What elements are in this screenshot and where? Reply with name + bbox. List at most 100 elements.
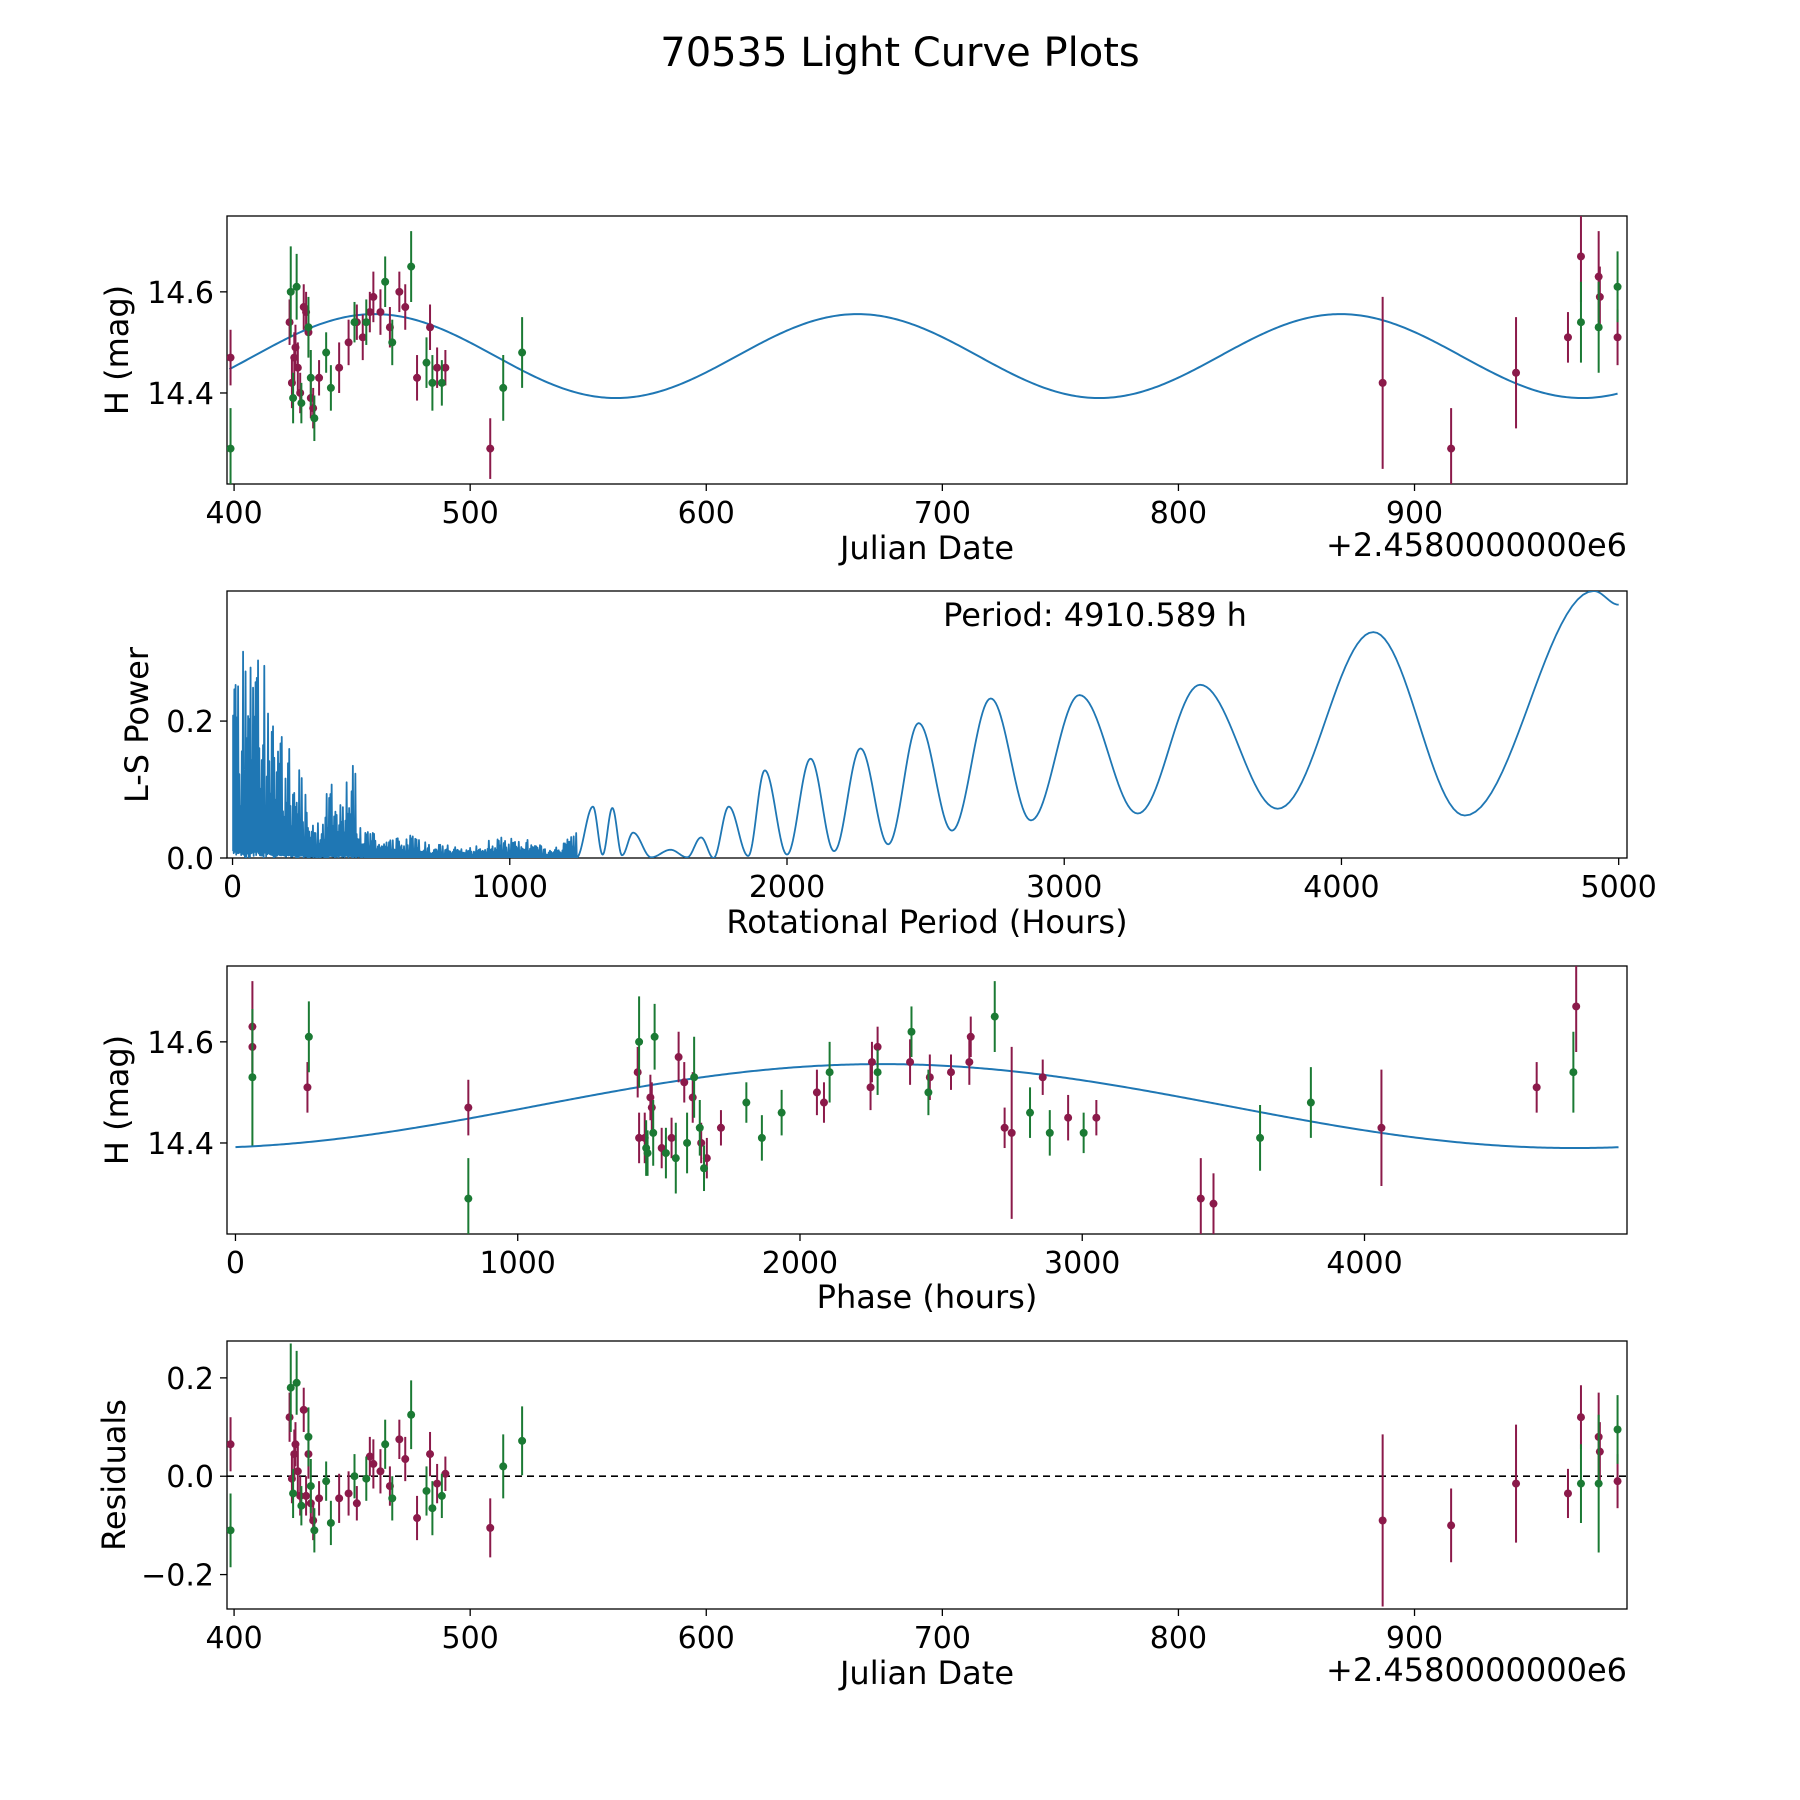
red-data-point bbox=[1447, 1521, 1456, 1530]
red-data-point bbox=[441, 363, 450, 372]
green-data-point bbox=[306, 1482, 315, 1491]
x-tick-label: 600 bbox=[678, 496, 735, 531]
red-data-point bbox=[395, 1435, 404, 1444]
x-tick-label: 700 bbox=[914, 496, 971, 531]
green-data-point bbox=[310, 414, 319, 423]
green-data-point bbox=[227, 444, 235, 453]
plot-frame bbox=[226, 215, 1628, 485]
green-data-point bbox=[990, 1012, 999, 1021]
green-data-point bbox=[683, 1138, 692, 1147]
x-axis-label: Julian Date bbox=[838, 529, 1014, 567]
green-data-point bbox=[661, 1149, 670, 1158]
red-data-point bbox=[966, 1032, 975, 1041]
x-tick-label: 3000 bbox=[1026, 870, 1102, 905]
ls-power-line bbox=[232, 591, 1619, 858]
panel-periodogram: 0 1000 2000 3000 4000 5000 0.0 0.2 Period: 4910… bbox=[118, 590, 1657, 941]
red-data-point bbox=[486, 444, 495, 453]
red-data-point bbox=[1092, 1113, 1101, 1122]
model-curve bbox=[235, 1063, 1619, 1150]
green-data-point bbox=[388, 338, 397, 347]
red-data-point bbox=[819, 1098, 828, 1107]
green-data-point bbox=[690, 1073, 699, 1082]
y-tick-label: 14.4 bbox=[147, 1127, 214, 1162]
green-data-point bbox=[310, 1526, 319, 1535]
red-data-point bbox=[303, 1083, 312, 1092]
x-axis-label: Phase (hours) bbox=[817, 1278, 1038, 1316]
green-data-point bbox=[322, 1477, 331, 1486]
red-data-point bbox=[873, 1042, 882, 1051]
y-axis-label: H (mag) bbox=[98, 1035, 136, 1165]
red-data-point bbox=[633, 1068, 642, 1077]
red-data-point bbox=[867, 1058, 876, 1067]
x-tick-label: 800 bbox=[1150, 1621, 1207, 1656]
green-data-point bbox=[297, 399, 306, 408]
red-data-point bbox=[376, 1467, 385, 1476]
red-data-point bbox=[302, 1491, 311, 1500]
red-data-point bbox=[315, 373, 324, 382]
green-data-point bbox=[292, 282, 301, 291]
data-layer bbox=[235, 966, 1619, 1234]
green-data-point bbox=[649, 1128, 658, 1137]
red-data-point bbox=[1064, 1113, 1073, 1122]
red-data-point bbox=[1595, 292, 1604, 301]
x-offset-label: +2.4580000000e6 bbox=[1326, 1651, 1627, 1689]
green-data-point bbox=[700, 1164, 709, 1173]
red-data-point bbox=[1595, 1447, 1604, 1456]
data-layer bbox=[227, 216, 1622, 484]
y-tick-label: 14.4 bbox=[147, 377, 214, 412]
green-data-point bbox=[326, 383, 335, 392]
green-data-point bbox=[407, 262, 416, 271]
plot-frame bbox=[226, 590, 1628, 859]
green-data-point bbox=[1569, 1068, 1578, 1077]
green-data-point bbox=[437, 1491, 446, 1500]
y-tick-label: 14.6 bbox=[147, 1026, 214, 1061]
green-data-point bbox=[825, 1068, 834, 1077]
red-data-point bbox=[1613, 333, 1622, 342]
red-data-point bbox=[1377, 1123, 1386, 1132]
red-data-point bbox=[365, 308, 374, 317]
x-tick-label: 5000 bbox=[1581, 870, 1657, 905]
red-data-point bbox=[716, 1123, 725, 1132]
green-data-point bbox=[407, 1410, 416, 1419]
green-data-point bbox=[464, 1194, 473, 1203]
red-data-point bbox=[1378, 1516, 1387, 1525]
green-data-point bbox=[304, 1432, 313, 1441]
x-tick-label: 3000 bbox=[1044, 1246, 1120, 1281]
x-tick-label: 1000 bbox=[480, 1246, 556, 1281]
red-data-point bbox=[647, 1103, 656, 1112]
green-data-point bbox=[350, 1472, 359, 1481]
red-data-point bbox=[946, 1068, 955, 1077]
green-data-point bbox=[499, 1462, 508, 1471]
red-data-point bbox=[344, 338, 353, 347]
red-data-point bbox=[299, 1405, 308, 1414]
green-data-point bbox=[1306, 1098, 1315, 1107]
y-tick-label: 14.6 bbox=[147, 276, 214, 311]
period-annotation: Period: 4910.589 h bbox=[943, 596, 1247, 634]
red-data-point bbox=[965, 1058, 974, 1067]
green-data-point bbox=[306, 373, 315, 382]
red-data-point bbox=[674, 1053, 683, 1062]
red-data-point bbox=[315, 1494, 324, 1503]
y-tick-label: 0.0 bbox=[166, 1460, 214, 1495]
red-data-point bbox=[1532, 1083, 1541, 1092]
x-tick-label: 0 bbox=[226, 1246, 245, 1281]
red-data-point bbox=[1209, 1199, 1218, 1208]
data-layer bbox=[227, 1343, 1627, 1607]
red-data-point bbox=[335, 363, 344, 372]
green-data-point bbox=[350, 318, 359, 327]
x-tick-label: 2000 bbox=[762, 1246, 838, 1281]
green-data-point bbox=[777, 1108, 786, 1117]
green-data-point bbox=[873, 1068, 882, 1077]
red-data-point bbox=[401, 303, 410, 312]
x-tick-label: 400 bbox=[205, 1621, 262, 1656]
red-data-point bbox=[369, 292, 378, 301]
red-data-point bbox=[285, 318, 294, 327]
red-data-point bbox=[1447, 444, 1456, 453]
red-data-point bbox=[433, 1479, 442, 1488]
green-data-point bbox=[292, 1378, 301, 1387]
green-data-point bbox=[297, 1501, 306, 1510]
y-tick-label: −0.2 bbox=[141, 1559, 214, 1594]
red-data-point bbox=[1613, 1477, 1622, 1486]
red-data-point bbox=[227, 353, 235, 362]
